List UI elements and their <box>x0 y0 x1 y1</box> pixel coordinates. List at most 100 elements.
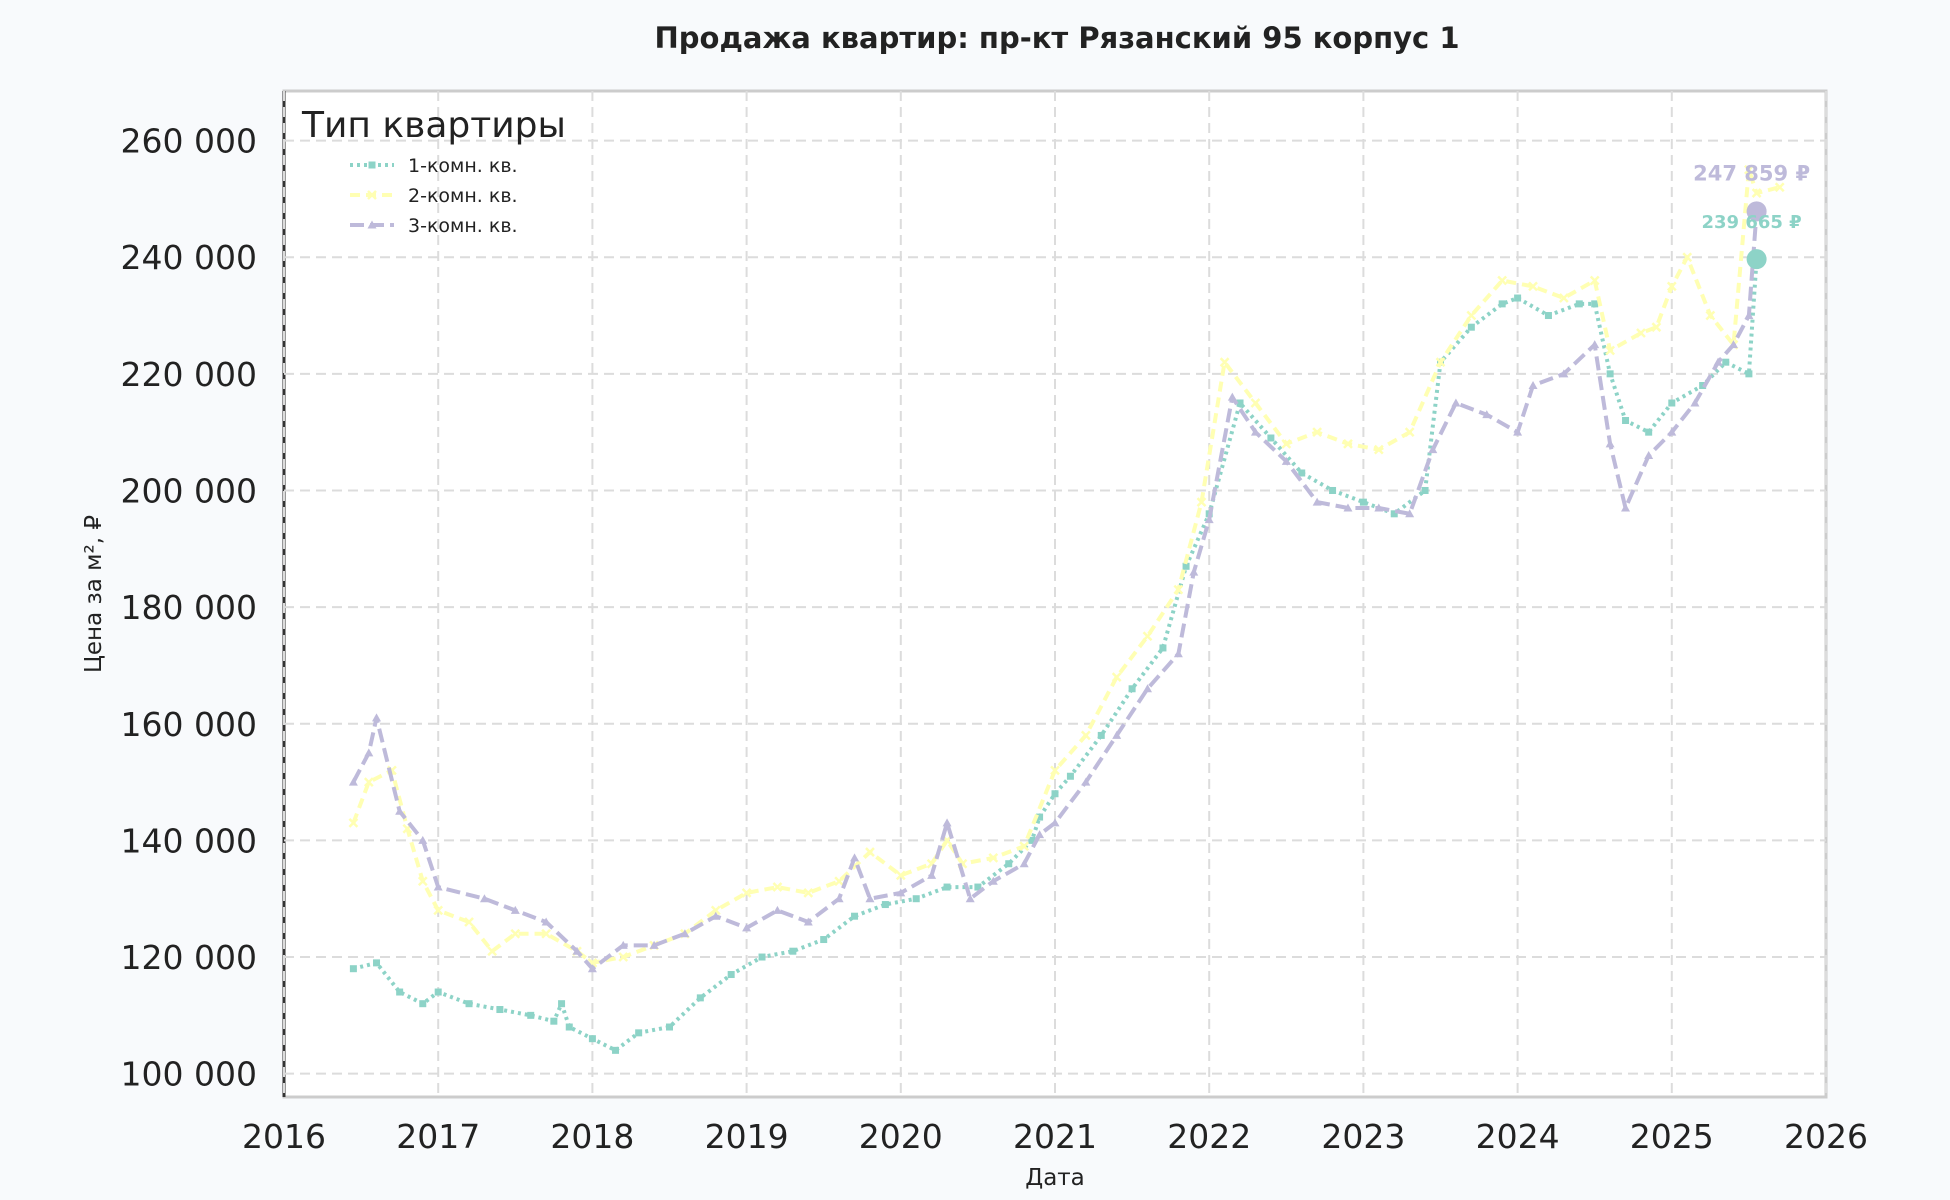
data-point-1 <box>1575 300 1583 308</box>
series-line-3 <box>351 211 1759 971</box>
data-point-1 <box>465 1000 473 1008</box>
data-point-1 <box>1236 399 1244 407</box>
x-tick-label-2023: 2023 <box>1321 1117 1405 1156</box>
data-point-1 <box>1051 790 1059 798</box>
data-point-2 <box>348 818 359 828</box>
data-point-1 <box>1722 358 1730 366</box>
data-point-3 <box>1728 340 1738 349</box>
data-point-3 <box>772 905 782 914</box>
data-point-3 <box>433 882 443 891</box>
legend-item-2: 2-комн. кв. <box>350 185 518 207</box>
y-tick-label-200000: 200 000 <box>121 471 257 510</box>
data-point-2 <box>772 882 783 892</box>
end-point-3 <box>1746 201 1767 222</box>
data-point-1 <box>1591 300 1599 308</box>
x-axis-label: Дата <box>1025 1165 1085 1191</box>
data-point-3 <box>1621 503 1631 512</box>
data-point-1 <box>696 994 704 1002</box>
data-point-2 <box>895 870 906 881</box>
data-point-3 <box>1173 649 1183 658</box>
data-point-1 <box>912 895 920 903</box>
data-point-2 <box>803 888 814 898</box>
data-point-2 <box>433 905 444 916</box>
data-point-2 <box>1651 322 1662 333</box>
data-point-2 <box>1636 328 1646 338</box>
data-point-1 <box>820 936 828 944</box>
grid <box>283 91 1827 1097</box>
data-point-1 <box>1005 860 1013 868</box>
y-tick-label-220000: 220 000 <box>121 355 257 394</box>
data-point-3 <box>1050 818 1060 827</box>
data-point-2 <box>1219 357 1230 368</box>
data-point-1 <box>419 1000 427 1008</box>
data-point-3 <box>965 894 975 903</box>
data-point-3 <box>618 940 628 949</box>
data-point-2 <box>1497 275 1508 286</box>
data-point-1 <box>943 883 951 891</box>
data-point-3 <box>1667 427 1677 436</box>
data-point-3 <box>649 940 659 949</box>
data-point-2 <box>1343 438 1353 449</box>
data-point-2 <box>363 777 374 787</box>
x-tick-label-2024: 2024 <box>1476 1117 1560 1156</box>
legend-items: 1-комн. кв. 2-комн. кв. 3-комн. кв. <box>350 155 518 237</box>
series-line-2 <box>351 167 1781 965</box>
data-point-3 <box>1250 427 1260 436</box>
data-point-1 <box>666 1023 673 1031</box>
x-tick-label-2020: 2020 <box>859 1117 943 1156</box>
data-point-3 <box>1451 398 1461 407</box>
data-point-1 <box>1097 731 1105 739</box>
data-point-1 <box>1668 399 1676 407</box>
data-point-3 <box>1019 859 1029 868</box>
data-point-3 <box>541 917 551 926</box>
data-point-3 <box>372 713 382 722</box>
data-point-3 <box>1189 567 1199 576</box>
data-point-3 <box>742 923 752 932</box>
data-point-3 <box>1343 503 1353 512</box>
legend-label-2: 2-комн. кв. <box>408 185 518 207</box>
y-tick-label-120000: 120 000 <box>121 938 257 977</box>
data-point-3 <box>1644 450 1654 459</box>
y-axis-label: Цена за м², ₽ <box>81 515 107 673</box>
data-point-2 <box>1705 310 1716 321</box>
data-point-3 <box>1590 340 1600 349</box>
y-tick-label-100000: 100 000 <box>121 1055 257 1094</box>
data-point-1 <box>1159 644 1167 652</box>
data-point-2 <box>865 847 875 857</box>
data-point-2 <box>988 853 999 863</box>
legend-item-3: 3-комн. кв. <box>350 215 518 237</box>
legend-marker-3 <box>367 220 377 229</box>
data-point-3 <box>1744 311 1754 320</box>
data-point-1 <box>373 959 381 967</box>
data-point-2 <box>1142 631 1153 642</box>
data-point-1 <box>588 1035 596 1043</box>
data-point-3 <box>1281 456 1291 465</box>
data-point-2 <box>1404 427 1415 438</box>
data-point-1 <box>1390 510 1398 518</box>
data-point-1 <box>434 988 442 996</box>
data-point-2 <box>510 928 521 939</box>
data-point-1 <box>1514 294 1522 302</box>
data-point-1 <box>396 988 404 996</box>
data-point-3 <box>896 888 906 897</box>
x-tick-label-2025: 2025 <box>1630 1117 1714 1156</box>
data-point-2 <box>834 876 845 887</box>
data-point-3 <box>1312 497 1322 506</box>
legend-marker-2 <box>367 190 377 200</box>
data-point-2 <box>1019 841 1030 852</box>
data-point-3 <box>1405 509 1415 518</box>
data-point-1 <box>1498 300 1506 308</box>
data-point-3 <box>418 835 428 844</box>
data-point-3 <box>942 818 952 827</box>
data-point-1 <box>789 947 797 955</box>
data-point-1 <box>349 965 357 973</box>
data-point-1 <box>565 1023 573 1031</box>
data-point-3 <box>572 946 582 955</box>
data-point-3 <box>834 894 844 903</box>
data-point-2 <box>1196 497 1207 508</box>
data-point-2 <box>1373 444 1384 455</box>
data-point-1 <box>1421 486 1429 494</box>
data-point-2 <box>618 952 629 962</box>
data-point-3 <box>1112 730 1122 739</box>
x-tick-label-2017: 2017 <box>396 1117 480 1156</box>
